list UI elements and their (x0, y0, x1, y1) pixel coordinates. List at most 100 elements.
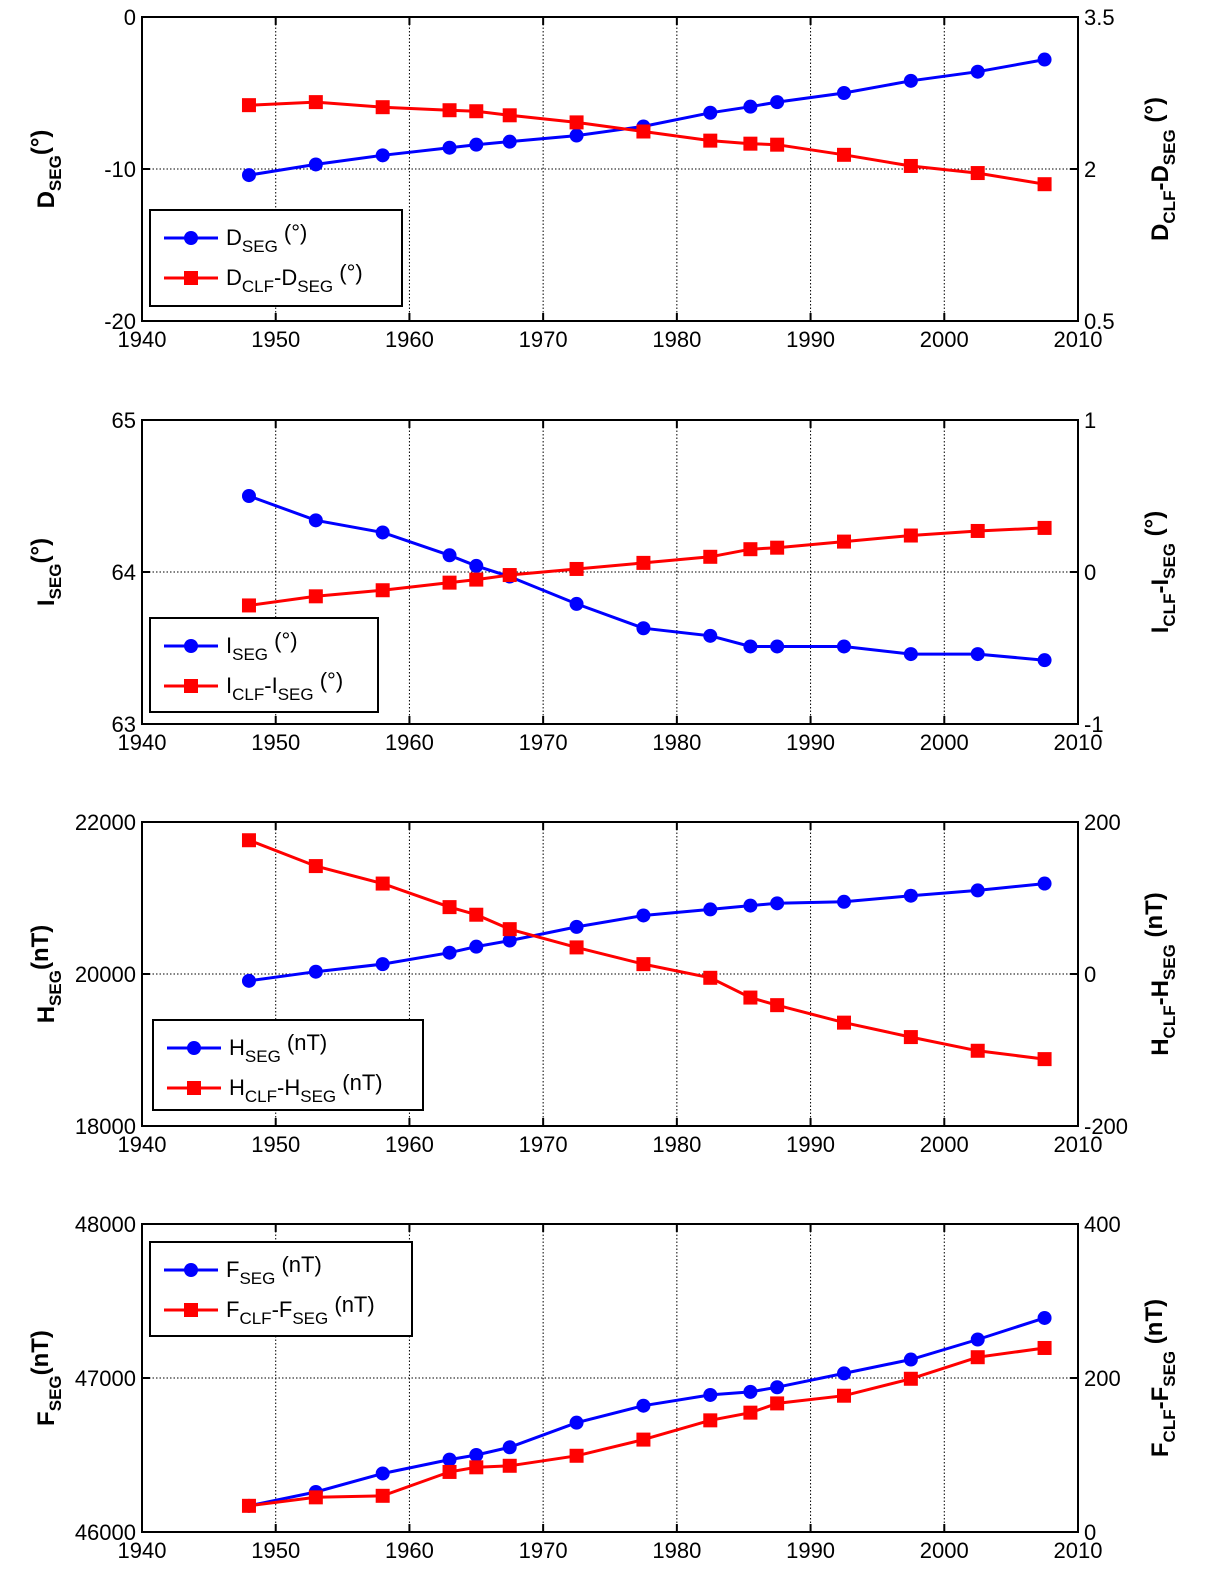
data-point-circle (442, 548, 457, 563)
y-left-tick-label: 20000 (75, 962, 136, 987)
data-point-square (903, 1030, 918, 1045)
data-point-circle (502, 1440, 517, 1455)
y-left-tick-label: 47000 (75, 1366, 136, 1391)
data-point-square (703, 970, 718, 985)
chart-panel-4: 1940 1950 1960 1970 1980 1990 2000 201046000470… (27, 1212, 1179, 1563)
x-tick-label: 1980 (652, 327, 701, 352)
data-point-square (743, 990, 758, 1005)
data-point-circle (442, 1452, 457, 1467)
data-point-circle (375, 1466, 390, 1481)
data-point-square (469, 572, 484, 587)
x-tick-label: 1990 (786, 1538, 835, 1563)
x-tick-label: 2010 (1054, 1132, 1103, 1157)
x-tick-label: 2010 (1054, 730, 1103, 755)
data-point-circle (903, 73, 918, 88)
data-point-square (308, 859, 323, 874)
data-point-square (241, 598, 256, 613)
y-right-tick-label: 0 (1084, 962, 1096, 987)
y-right-tick-label: 200 (1084, 1366, 1121, 1391)
y-left-tick-label: 0 (124, 5, 136, 30)
data-point-circle (1037, 653, 1052, 668)
data-point-circle (469, 1448, 484, 1462)
y-right-axis-label: FCLF-FSEG (nT) (1141, 1299, 1179, 1457)
data-point-circle (770, 1380, 785, 1395)
x-tick-label: 1990 (786, 1132, 835, 1157)
x-tick-label: 1940 (118, 1132, 167, 1157)
x-tick-label: 2010 (1054, 1538, 1103, 1563)
x-tick-label: 1970 (519, 730, 568, 755)
data-point-square (308, 589, 323, 604)
legend-label: DSEG (°) (226, 220, 307, 256)
x-tick-label: 2000 (920, 1132, 969, 1157)
data-point-square (375, 876, 390, 891)
data-point-circle (241, 973, 256, 988)
data-point-circle (743, 1384, 758, 1399)
data-point-square (703, 1413, 718, 1428)
chart-panel-1: 1940 1950 1960 1970 1980 1990 2000 2010 -20 -10 0 0… (27, 5, 1179, 352)
x-tick-label: 1970 (519, 1538, 568, 1563)
data-point-square (469, 1460, 484, 1475)
data-point-square (241, 833, 256, 848)
legend-label: FCLF-FSEG (nT) (226, 1292, 375, 1328)
data-point-circle (703, 105, 718, 120)
data-point-square (970, 1043, 985, 1058)
data-point-circle (703, 1387, 718, 1402)
x-tick-label: 1950 (251, 327, 300, 352)
data-point-square (442, 1464, 457, 1479)
data-point-square (1037, 1052, 1052, 1067)
data-point-square (241, 98, 256, 113)
x-tick-label: 1990 (786, 327, 835, 352)
legend-label: HSEG (nT) (229, 1030, 327, 1066)
data-point-circle (442, 140, 457, 155)
data-point-square (308, 95, 323, 110)
legend-marker-circle (184, 231, 198, 245)
legend-marker-circle (187, 1041, 201, 1055)
y-left-tick-label: 18000 (75, 1114, 136, 1139)
y-left-tick-label: -10 (104, 157, 136, 182)
legend-marker-square (184, 1303, 198, 1317)
data-point-square (502, 1458, 517, 1473)
data-point-circle (308, 513, 323, 528)
data-point-circle (375, 957, 390, 972)
data-point-square (837, 1388, 851, 1403)
y-left-axis-label: HSEG(nT) (27, 925, 65, 1024)
x-tick-label: 1940 (118, 327, 167, 352)
data-point-circle (743, 898, 758, 913)
legend-marker-square (184, 679, 198, 693)
data-point-circle (703, 628, 718, 643)
y-right-tick-label: 0 (1084, 560, 1096, 585)
data-point-square (502, 922, 517, 937)
x-tick-label: 2000 (920, 730, 969, 755)
data-point-square (469, 907, 484, 922)
y-right-tick-label: 1 (1084, 408, 1096, 433)
x-tick-label: 1950 (251, 1538, 300, 1563)
data-point-circle (743, 639, 758, 654)
data-point-circle (970, 1332, 985, 1347)
y-right-tick-label: 3.5 (1084, 5, 1115, 30)
data-point-square (703, 133, 718, 148)
legend-label: ICLF-ISEG (°) (226, 668, 343, 704)
data-point-square (442, 575, 457, 590)
data-point-circle (1037, 876, 1052, 891)
y-right-tick-label: 0 (1084, 1520, 1096, 1545)
data-point-square (469, 104, 484, 119)
x-tick-label: 1960 (385, 1132, 434, 1157)
legend-box (149, 1241, 413, 1337)
y-left-tick-label: 65 (112, 408, 136, 433)
chart-panel-3: 1940 1950 1960 1970 1980 1990 2000 201018000200… (27, 810, 1179, 1157)
data-point-circle (569, 1415, 584, 1430)
y-right-tick-label: -1 (1084, 712, 1104, 737)
data-point-square (636, 555, 651, 570)
y-right-tick-label: 400 (1084, 1212, 1121, 1237)
x-tick-label: 2000 (920, 327, 969, 352)
data-point-square (636, 1432, 651, 1447)
data-point-square (743, 1405, 758, 1420)
data-point-circle (770, 95, 785, 110)
data-point-square (837, 147, 851, 162)
x-tick-label: 2000 (920, 1538, 969, 1563)
data-point-square (442, 103, 457, 118)
data-point-square (375, 1488, 390, 1503)
data-point-square (636, 124, 651, 139)
legend: ISEG (°) ICLF-ISEG (°) (149, 617, 379, 713)
legend-label: HCLF-HSEG (nT) (229, 1070, 383, 1106)
